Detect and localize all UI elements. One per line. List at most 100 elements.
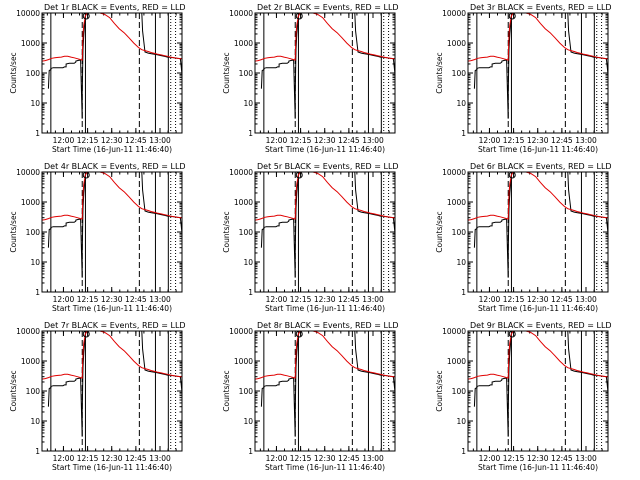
y-tick-label: 100 <box>26 69 41 78</box>
series-lld <box>468 13 608 62</box>
y-axis-title: Counts/sec <box>435 211 444 252</box>
series-events <box>47 13 182 119</box>
y-tick-label: 10 <box>30 258 40 267</box>
x-axis-title: Start Time (16-Jun-11 11:46:40) <box>52 145 172 154</box>
x-tick-label: 13:00 <box>575 136 597 145</box>
series-lld <box>255 172 395 221</box>
x-tick-label: 12:15 <box>503 454 525 463</box>
x-tick-label: 12:45 <box>551 454 573 463</box>
x-tick-label: 12:00 <box>53 454 75 463</box>
y-tick-label: 1000 <box>447 39 466 48</box>
y-tick-label: 10 <box>243 417 253 426</box>
panel-det-6: Det 6r BLACK = Events, RED = LLD 1 10 100 10… <box>435 162 612 313</box>
x-tick-label: 12:00 <box>266 295 288 304</box>
series-lld <box>42 13 182 62</box>
panel-title: Det 1r BLACK = Events, RED = LLD <box>44 3 186 12</box>
plot-frame <box>254 171 396 293</box>
y-axis-title: Counts/sec <box>435 370 444 411</box>
x-tick-label: 12:00 <box>266 136 288 145</box>
y-tick-label: 100 <box>239 69 254 78</box>
plot-frame <box>467 330 609 452</box>
x-tick-label: 12:15 <box>77 136 99 145</box>
y-tick-label: 100 <box>452 69 467 78</box>
y-tick-label: 100 <box>452 228 467 237</box>
x-tick-label: 12:15 <box>503 295 525 304</box>
y-tick-label: 10 <box>456 417 466 426</box>
y-axis-title: Counts/sec <box>9 370 18 411</box>
x-tick-label: 12:45 <box>125 295 147 304</box>
x-tick-label: 12:15 <box>290 295 312 304</box>
y-axis-title: Counts/sec <box>222 370 231 411</box>
x-tick-label: 12:00 <box>479 454 501 463</box>
x-axis-title: Start Time (16-Jun-11 11:46:40) <box>478 304 598 313</box>
x-axis-title: Start Time (16-Jun-11 11:46:40) <box>52 463 172 472</box>
y-tick-label: 10000 <box>16 327 40 336</box>
panel-det-9: Det 9r BLACK = Events, RED = LLD 1 10 100 10… <box>435 321 612 472</box>
x-tick-label: 12:00 <box>53 295 75 304</box>
x-tick-label: 12:30 <box>101 295 123 304</box>
x-tick-label: 12:45 <box>338 136 360 145</box>
y-tick-label: 1 <box>461 288 466 297</box>
x-tick-label: 12:45 <box>338 295 360 304</box>
series-lld <box>468 172 608 221</box>
x-tick-label: 13:00 <box>575 295 597 304</box>
x-tick-label: 12:30 <box>314 295 336 304</box>
series-events <box>260 13 395 119</box>
x-tick-label: 12:15 <box>290 136 312 145</box>
x-tick-label: 12:15 <box>77 295 99 304</box>
y-tick-label: 10000 <box>16 9 40 18</box>
y-tick-label: 1000 <box>21 357 40 366</box>
series-events <box>473 13 608 119</box>
series-events <box>260 331 395 437</box>
series-lld <box>255 13 395 62</box>
x-tick-label: 13:00 <box>149 295 171 304</box>
plot-frame <box>41 12 183 134</box>
x-tick-label: 13:00 <box>362 136 384 145</box>
series-lld <box>42 172 182 221</box>
x-tick-label: 12:45 <box>338 454 360 463</box>
plot-frame <box>41 330 183 452</box>
y-tick-label: 10 <box>243 258 253 267</box>
x-tick-label: 12:15 <box>290 454 312 463</box>
y-tick-label: 1 <box>35 447 40 456</box>
y-axis-title: Counts/sec <box>9 211 18 252</box>
y-tick-label: 10000 <box>16 168 40 177</box>
panel-title: Det 6r BLACK = Events, RED = LLD <box>470 162 612 171</box>
series-events <box>47 331 182 437</box>
y-tick-label: 100 <box>26 387 41 396</box>
y-tick-label: 1 <box>248 447 253 456</box>
x-tick-label: 12:30 <box>101 454 123 463</box>
x-tick-label: 13:00 <box>149 454 171 463</box>
x-tick-label: 12:00 <box>479 295 501 304</box>
x-axis-title: Start Time (16-Jun-11 11:46:40) <box>265 304 385 313</box>
x-tick-label: 12:15 <box>503 136 525 145</box>
x-tick-label: 13:00 <box>575 454 597 463</box>
y-tick-label: 100 <box>452 387 467 396</box>
panel-det-8: Det 8r BLACK = Events, RED = LLD 1 10 100 10… <box>222 321 399 472</box>
series-events <box>260 172 395 278</box>
y-tick-label: 10 <box>456 258 466 267</box>
panel-title: Det 5r BLACK = Events, RED = LLD <box>257 162 399 171</box>
panel-det-3: Det 3r BLACK = Events, RED = LLD 1 10 100 10… <box>435 3 612 154</box>
y-axis-title: Counts/sec <box>435 52 444 93</box>
y-tick-label: 1000 <box>21 39 40 48</box>
panel-title: Det 7r BLACK = Events, RED = LLD <box>44 321 186 330</box>
y-tick-label: 1 <box>461 447 466 456</box>
y-tick-label: 1000 <box>234 39 253 48</box>
y-tick-label: 1 <box>248 288 253 297</box>
y-tick-label: 1000 <box>447 198 466 207</box>
x-tick-label: 12:45 <box>125 454 147 463</box>
series-lld <box>42 331 182 380</box>
y-axis-title: Counts/sec <box>9 52 18 93</box>
y-tick-label: 1000 <box>234 198 253 207</box>
x-tick-label: 13:00 <box>149 136 171 145</box>
x-tick-label: 12:00 <box>53 136 75 145</box>
panel-title: Det 9r BLACK = Events, RED = LLD <box>470 321 612 330</box>
y-tick-label: 1000 <box>234 357 253 366</box>
panel-det-4: Det 4r BLACK = Events, RED = LLD 1 10 100 10… <box>9 162 186 313</box>
y-tick-label: 10000 <box>442 9 466 18</box>
panel-title: Det 3r BLACK = Events, RED = LLD <box>470 3 612 12</box>
panel-det-1: Det 1r BLACK = Events, RED = LLD 1 10 100 10… <box>9 3 186 154</box>
series-events <box>473 172 608 278</box>
